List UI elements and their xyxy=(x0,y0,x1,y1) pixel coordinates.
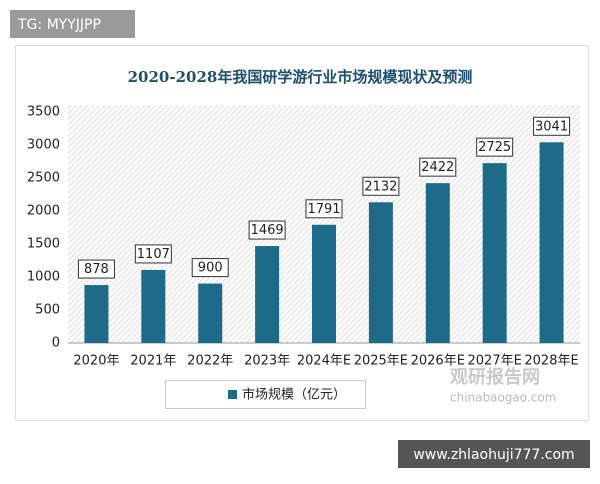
value-label-box xyxy=(248,220,286,240)
value-label: 1791 xyxy=(307,202,340,217)
y-tick-label: 0 xyxy=(52,336,60,351)
x-tick-label: 2020年 xyxy=(73,354,119,369)
value-label-box xyxy=(533,116,571,136)
bar xyxy=(482,163,507,343)
value-label-box xyxy=(476,137,514,157)
value-label: 3041 xyxy=(535,119,568,134)
value-label: 2132 xyxy=(364,179,397,194)
bar xyxy=(312,224,336,343)
bar xyxy=(539,142,564,343)
watermark-name: 观研报告网 xyxy=(450,366,540,388)
x-tick-label: 2025年E xyxy=(354,354,408,369)
x-tick-label: 2026年E xyxy=(411,354,465,369)
watermark-site: chinabaogao.com xyxy=(450,391,556,405)
bar xyxy=(198,283,223,343)
value-label-box xyxy=(305,199,343,219)
bar xyxy=(425,183,450,343)
x-tick-label: 2023年 xyxy=(244,354,290,369)
y-tick-label: 1000 xyxy=(27,270,60,285)
value-label-box xyxy=(419,157,457,177)
tag: TG: MYYJJPP xyxy=(17,17,101,33)
chart-title: 2020-2028年我国研学游行业市场规模现状及预测 xyxy=(128,68,473,86)
value-label-box xyxy=(77,259,115,279)
value-label-box xyxy=(191,258,229,278)
bar xyxy=(84,285,109,343)
x-tick-label: 2021年 xyxy=(130,354,176,369)
legend-box xyxy=(165,380,366,409)
y-tick-label: 2500 xyxy=(27,171,60,186)
value-label: 2725 xyxy=(478,140,511,155)
value-label-box xyxy=(362,176,400,196)
footer-tag-bg xyxy=(398,440,590,468)
x-tick-label: 2022年 xyxy=(187,354,233,369)
bar xyxy=(368,202,393,343)
bar xyxy=(255,246,280,343)
value-label: 1469 xyxy=(251,223,284,238)
y-tick-label: 3500 xyxy=(27,105,60,120)
y-tick-label: 500 xyxy=(35,303,60,318)
y-tick-label: 1500 xyxy=(27,237,60,252)
bar xyxy=(141,269,166,343)
value-label: 878 xyxy=(84,262,109,277)
value-label-box xyxy=(134,244,172,264)
value-label: 900 xyxy=(198,261,223,276)
legend-label: 市场规模（亿元） xyxy=(242,387,346,403)
y-tick-label: 2000 xyxy=(27,204,60,219)
y-tick-label: 3000 xyxy=(27,138,60,153)
x-tick-label: 2024年E xyxy=(297,354,351,369)
x-tick-label: 2028年E xyxy=(524,354,578,369)
x-tick-label: 2027年E xyxy=(468,354,522,369)
legend-swatch xyxy=(228,390,237,399)
value-label: 2422 xyxy=(421,160,454,175)
tag-bg xyxy=(10,10,135,38)
footer-tag: www.zhlaohuji777.com xyxy=(413,447,574,463)
value-label: 1107 xyxy=(137,247,170,262)
